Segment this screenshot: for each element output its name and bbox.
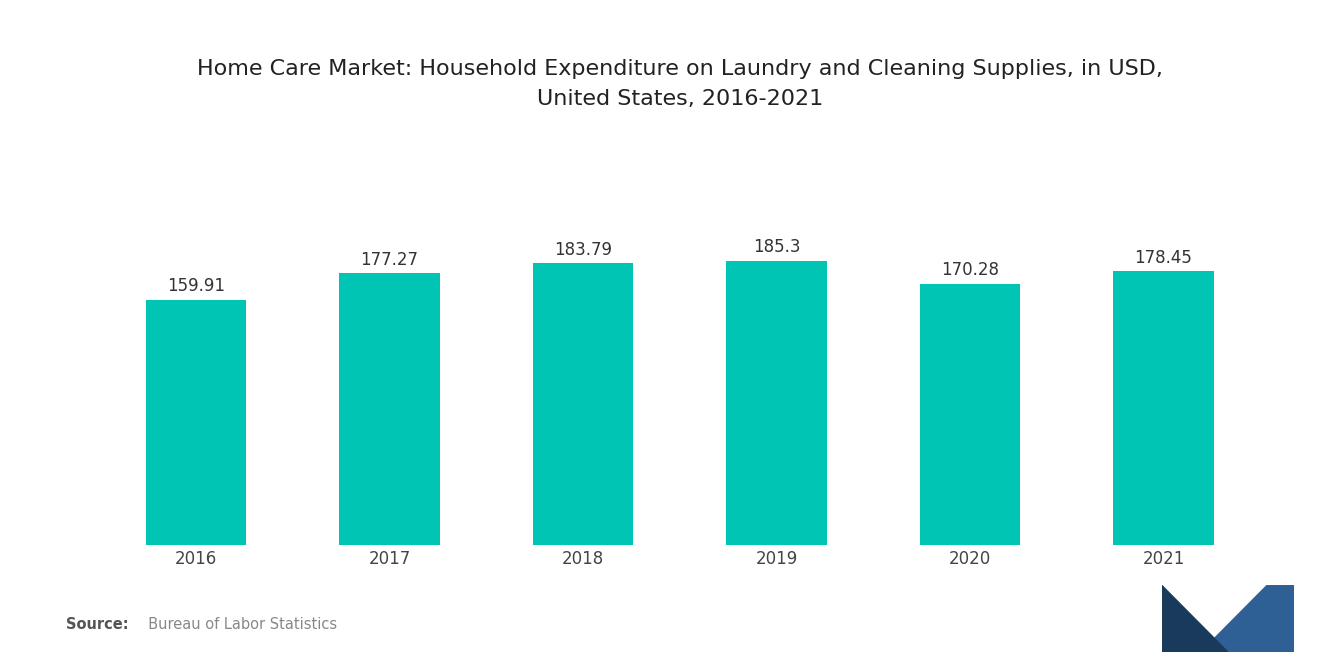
Text: 170.28: 170.28 <box>941 261 999 279</box>
Bar <box>1113 271 1214 545</box>
Text: 177.27: 177.27 <box>360 251 418 269</box>
Bar <box>920 284 1020 545</box>
Bar <box>726 261 826 545</box>
Bar <box>145 300 247 545</box>
Text: Bureau of Labor Statistics: Bureau of Labor Statistics <box>139 616 337 632</box>
Bar <box>533 263 634 545</box>
Text: 159.91: 159.91 <box>168 277 226 295</box>
Polygon shape <box>1162 585 1228 652</box>
Text: 183.79: 183.79 <box>554 241 612 259</box>
Text: 185.3: 185.3 <box>752 238 800 256</box>
Text: 178.45: 178.45 <box>1135 249 1192 267</box>
Text: Source:: Source: <box>66 616 128 632</box>
Title: Home Care Market: Household Expenditure on Laundry and Cleaning Supplies, in USD: Home Care Market: Household Expenditure … <box>197 59 1163 108</box>
Bar <box>339 273 440 545</box>
Polygon shape <box>1201 585 1294 652</box>
